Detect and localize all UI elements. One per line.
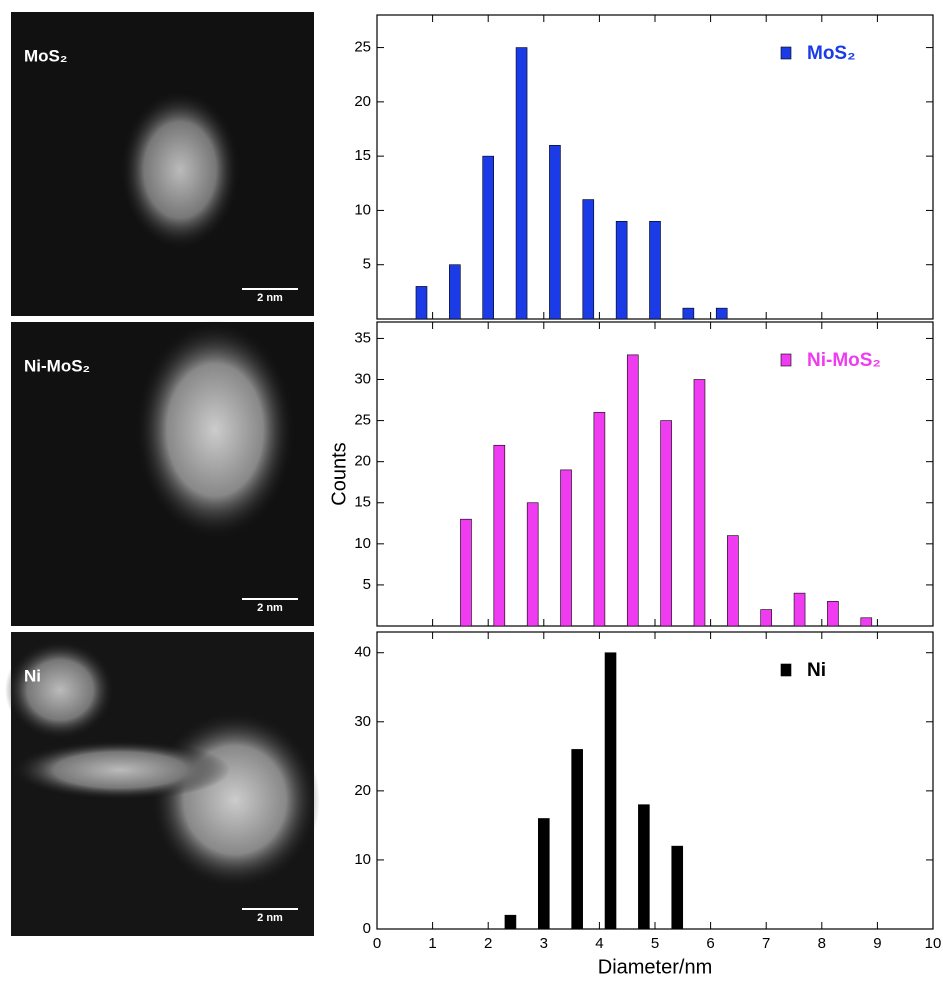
bar bbox=[715, 307, 728, 320]
scale-bar-label: 2 nm bbox=[257, 912, 283, 924]
y-tick-label: 15 bbox=[354, 147, 371, 164]
x-tick-label: 5 bbox=[651, 935, 659, 952]
y-tick-label: 25 bbox=[354, 412, 371, 429]
y-tick-label: 15 bbox=[354, 494, 371, 511]
bar bbox=[449, 264, 461, 320]
bar bbox=[860, 617, 873, 627]
y-tick-label: 20 bbox=[354, 782, 371, 799]
bar bbox=[604, 652, 617, 930]
x-tick-label: 1 bbox=[428, 935, 436, 952]
bar bbox=[626, 354, 639, 627]
x-tick-label: 6 bbox=[706, 935, 714, 952]
particle bbox=[150, 710, 320, 890]
bar bbox=[793, 592, 806, 627]
bar bbox=[537, 818, 550, 930]
y-tick-label: 20 bbox=[354, 93, 371, 110]
image-label: Ni bbox=[24, 666, 41, 685]
bar bbox=[693, 379, 706, 627]
x-tick-label: 10 bbox=[925, 935, 942, 952]
legend-label: MoS₂ bbox=[807, 43, 856, 64]
bar bbox=[415, 286, 428, 320]
bar bbox=[649, 220, 661, 320]
y-tick-label: 20 bbox=[354, 453, 371, 470]
y-tick-label: 0 bbox=[363, 920, 371, 937]
bar bbox=[482, 155, 495, 320]
y-tick-label: 35 bbox=[354, 329, 371, 346]
bar bbox=[460, 518, 472, 627]
x-tick-label: 2 bbox=[484, 935, 492, 952]
legend-label: Ni bbox=[807, 660, 826, 681]
y-tick-label: 10 bbox=[354, 535, 371, 552]
particle bbox=[120, 90, 240, 250]
y-tick-label: 5 bbox=[363, 576, 371, 593]
bar bbox=[671, 845, 684, 930]
legend-swatch bbox=[780, 46, 792, 60]
particle bbox=[135, 320, 295, 540]
bar bbox=[571, 749, 583, 930]
y-tick-label: 10 bbox=[354, 851, 371, 868]
x-tick-label: 8 bbox=[818, 935, 826, 952]
scale-bar-label: 2 nm bbox=[257, 292, 283, 304]
y-tick-label: 30 bbox=[354, 370, 371, 387]
y-tick-label: 10 bbox=[354, 201, 371, 218]
bar bbox=[827, 601, 839, 627]
bar bbox=[526, 502, 539, 627]
y-tick-label: 30 bbox=[354, 713, 371, 730]
bar bbox=[549, 144, 561, 320]
x-tick-label: 7 bbox=[762, 935, 770, 952]
y-axis-label: Counts bbox=[328, 442, 350, 505]
bar bbox=[582, 199, 595, 320]
bar bbox=[615, 220, 628, 320]
y-tick-label: 5 bbox=[363, 256, 371, 273]
legend-swatch bbox=[780, 663, 792, 677]
particle bbox=[10, 740, 230, 800]
bar bbox=[515, 47, 528, 320]
scale-bar-label: 2 nm bbox=[257, 602, 283, 614]
bar bbox=[727, 535, 739, 627]
legend-label: Ni-MoS₂ bbox=[807, 350, 881, 371]
x-tick-label: 3 bbox=[540, 935, 548, 952]
bar bbox=[560, 469, 572, 627]
y-tick-label: 25 bbox=[354, 39, 371, 56]
bar bbox=[660, 420, 672, 627]
legend-swatch bbox=[780, 353, 792, 367]
bar bbox=[504, 914, 517, 930]
image-label: Ni-MoS₂ bbox=[24, 356, 90, 375]
particle bbox=[5, 640, 115, 740]
x-tick-label: 4 bbox=[595, 935, 603, 952]
x-axis-label: Diameter/nm bbox=[598, 956, 712, 978]
x-tick-label: 9 bbox=[873, 935, 881, 952]
plot-frame bbox=[376, 631, 934, 930]
bar bbox=[638, 804, 650, 930]
bar bbox=[682, 307, 695, 320]
y-tick-label: 40 bbox=[354, 644, 371, 661]
x-tick-label: 0 bbox=[373, 935, 381, 952]
bar bbox=[760, 609, 773, 627]
image-label: MoS₂ bbox=[24, 46, 67, 65]
bar bbox=[593, 412, 606, 627]
bar bbox=[493, 444, 506, 627]
